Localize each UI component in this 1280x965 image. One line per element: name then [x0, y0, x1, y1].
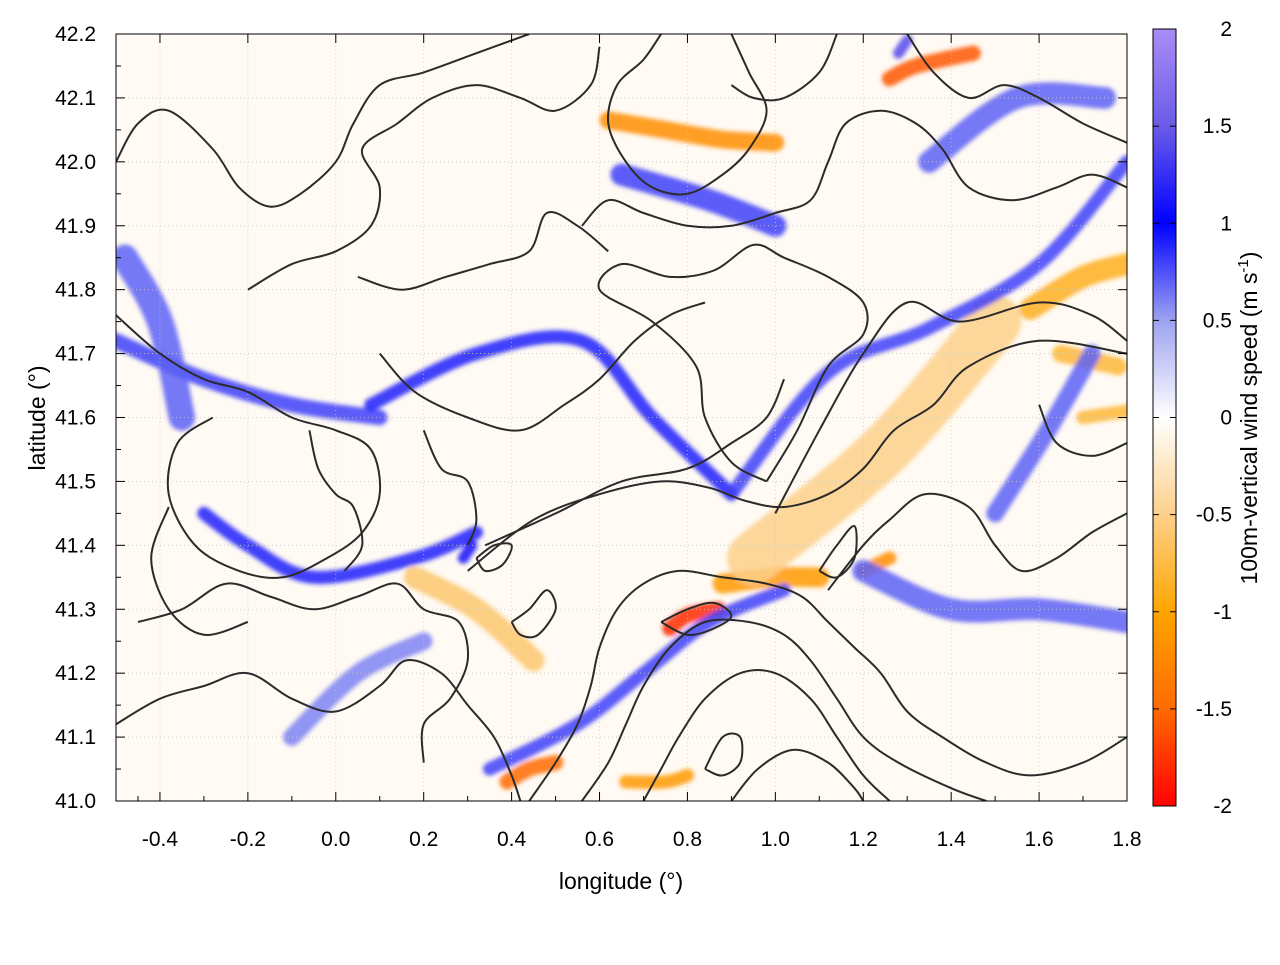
y-tick-label: 41.5	[55, 470, 96, 493]
contour-line	[528, 569, 1127, 801]
contour-line	[1038, 404, 1127, 457]
x-tick-label: 1.2	[849, 828, 878, 851]
downdraft-band	[881, 45, 981, 87]
y-tick-label: 42.2	[55, 23, 96, 46]
colorbar-tick-label: 1	[1220, 212, 1232, 235]
x-tick-label: 1.6	[1024, 828, 1053, 851]
y-tick-label: 41.2	[55, 662, 96, 685]
contour-line	[774, 300, 1127, 514]
contour-line	[357, 211, 609, 291]
x-axis-label: longitude (°)	[559, 868, 683, 894]
x-tick-label: 0.8	[673, 828, 702, 851]
updraft-band	[918, 82, 1116, 173]
downdraft-band	[599, 111, 785, 152]
y-tick-label: 41.3	[55, 598, 96, 621]
downdraft-band	[712, 566, 830, 594]
updraft-band	[116, 244, 196, 431]
y-axis: 41.0 41.1 41.2 41.3 41.4 41.5 41.6 41.7 41.8 41.9…	[55, 23, 1127, 813]
x-tick-label: -0.2	[230, 828, 266, 851]
colorbar-tick-label: -1.5	[1196, 698, 1232, 721]
downdraft-band	[619, 768, 694, 789]
contour-line	[730, 748, 865, 801]
contour-line	[150, 506, 249, 636]
colorbar-tick-label: -2	[1213, 795, 1232, 818]
contour-line	[827, 492, 1127, 591]
contour-line	[818, 525, 858, 579]
colorbar-label-end: )	[1236, 252, 1262, 260]
y-tick-label: 41.8	[55, 279, 96, 302]
downdraft-band	[1076, 404, 1127, 425]
x-tick-label: 0.6	[585, 828, 614, 851]
colorbar-tick-label: 2	[1220, 18, 1232, 41]
updraft-band	[283, 632, 433, 746]
updraft-band	[852, 559, 1127, 633]
x-tick-label: 0.2	[409, 828, 438, 851]
contour-line	[597, 243, 869, 483]
contour-line	[467, 339, 1127, 572]
colorbar-ticks: 2 1.5 1 0.5 0 -0.5 -1 -1.5 -2	[1153, 18, 1232, 818]
contour-lines	[116, 34, 1127, 801]
contour-line	[704, 732, 744, 777]
contour-line	[116, 34, 530, 208]
colorbar-tick-label: 1.5	[1203, 115, 1232, 138]
contour-line	[137, 582, 470, 763]
contour-line	[581, 109, 1127, 229]
y-tick-label: 41.1	[55, 726, 96, 749]
updraft-band	[483, 583, 791, 776]
contour-line	[378, 301, 706, 432]
y-axis-label: latitude (°)	[24, 365, 50, 470]
contour-line	[484, 378, 786, 547]
contour-line	[906, 34, 1127, 144]
contour-line	[730, 34, 838, 102]
y-tick-label: 42.1	[55, 87, 96, 110]
contour-line	[247, 46, 601, 291]
contour-line	[642, 668, 891, 801]
updraft-band	[892, 34, 913, 59]
grid	[116, 34, 1127, 801]
x-tick-label: 0.4	[497, 828, 527, 851]
x-axis: -0.4 -0.2 0.0 0.2 0.4 0.6 0.8 1.0 1.2 1.4 1.6 1.8	[137, 34, 1142, 851]
contour-line	[510, 589, 557, 639]
colorbar-tick-label: 0	[1220, 407, 1232, 430]
contour-line	[581, 618, 987, 801]
colorbar-label-main: 100m-vertical wind speed (m s	[1236, 273, 1262, 585]
downdraft-band	[662, 601, 726, 637]
contour-line	[422, 429, 478, 546]
x-tick-label: 0.0	[321, 828, 350, 851]
x-tick-label: -0.4	[142, 828, 179, 851]
y-tick-label: 42.0	[55, 151, 96, 174]
y-tick-label: 41.9	[55, 215, 96, 238]
contour-line	[116, 314, 382, 579]
x-tick-label: 1.0	[761, 828, 790, 851]
updraft-band	[116, 333, 388, 426]
x-tick-label: 1.8	[1112, 828, 1141, 851]
colorbar-tick-label: 0.5	[1203, 309, 1232, 332]
y-tick-label: 41.6	[55, 407, 96, 430]
updraft-band	[457, 539, 478, 564]
colorbar-tick-label: -0.5	[1196, 504, 1232, 527]
contour-line	[607, 34, 768, 196]
colorbar-tick-label: -1	[1213, 601, 1232, 624]
downdraft-band	[1019, 253, 1127, 320]
contour-line	[116, 659, 522, 801]
contour-line	[475, 542, 513, 573]
updraft-band	[724, 155, 1127, 501]
updraft-band	[364, 330, 738, 501]
colorbar-label-sup: -1	[1235, 259, 1252, 272]
y-tick-label: 41.7	[55, 343, 96, 366]
y-tick-label: 41.0	[55, 790, 96, 813]
y-tick-label: 41.4	[55, 534, 96, 557]
contour-line	[308, 430, 364, 572]
contour-line	[660, 601, 733, 636]
updraft-band	[197, 506, 483, 585]
x-tick-label: 1.4	[937, 828, 967, 851]
colorbar: 2 1.5 1 0.5 0 -0.5 -1 -1.5 -2 100m-vertical wind…	[1152, 18, 1262, 818]
colorbar-label: 100m-vertical wind speed (m s-1)	[1235, 252, 1262, 585]
